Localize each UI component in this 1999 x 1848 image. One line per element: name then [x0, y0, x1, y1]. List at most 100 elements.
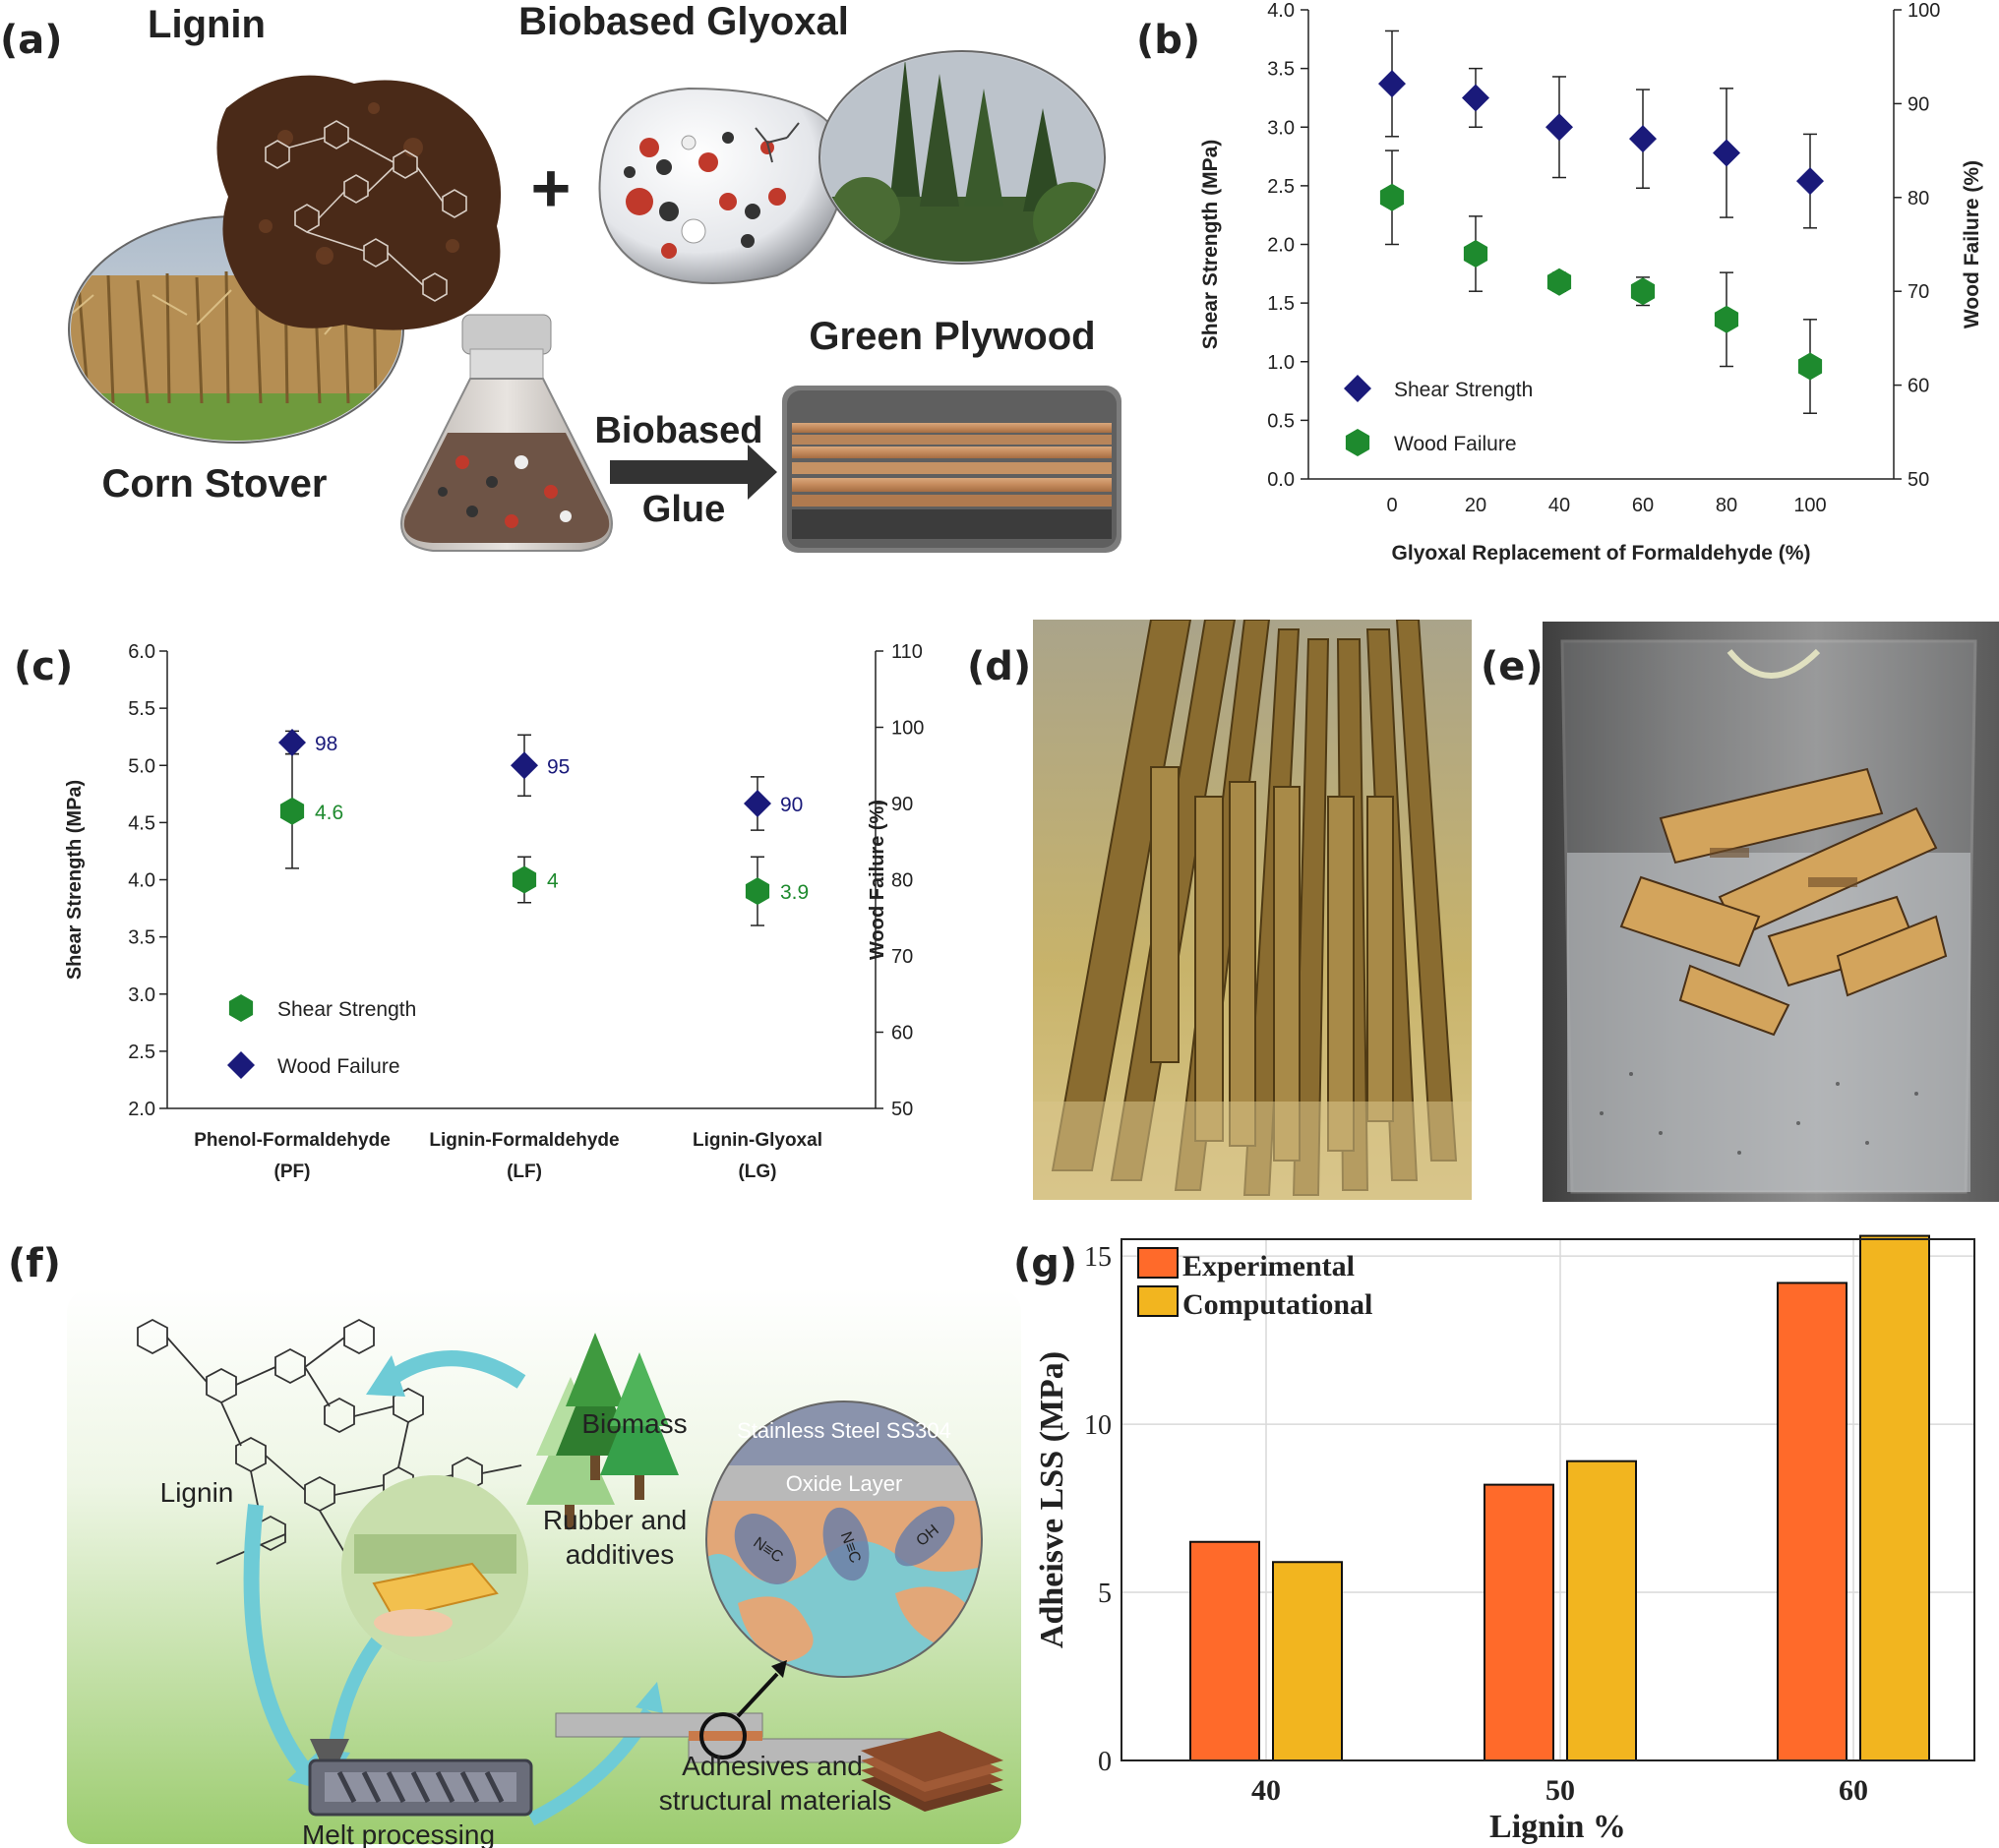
pine-tree-photo	[818, 50, 1106, 265]
x-tick-label: 60	[1632, 495, 1654, 516]
data-label: 4	[547, 870, 559, 893]
y2-tick-label: 90	[1908, 93, 1929, 115]
legend-label: Shear Strength	[1394, 379, 1533, 401]
y-tick-label: 3.5	[1267, 59, 1295, 81]
oxide-label: Oxide Layer	[786, 1471, 903, 1496]
rubber-label-line2: additives	[566, 1539, 675, 1570]
y-tick-label: 2.5	[128, 1042, 155, 1063]
y2-tick-label: 110	[891, 641, 923, 663]
biomass-label: Biomass	[581, 1408, 687, 1439]
steel-label: Stainless Steel SS304	[737, 1418, 951, 1443]
y-tick-label: 3.0	[128, 984, 155, 1006]
rubber-label-line1: Rubber and	[543, 1505, 687, 1535]
data-point	[1714, 305, 1739, 333]
y-tick-label: 2.0	[1267, 235, 1295, 257]
y-tick-label: 5	[1098, 1579, 1112, 1609]
melt-processing-label: Melt processing	[302, 1819, 495, 1848]
y-tick-label: 4.0	[1267, 0, 1295, 22]
y-tick-label: 2.5	[1267, 176, 1295, 198]
data-point	[1378, 70, 1406, 98]
legend-label: Experimental	[1182, 1250, 1355, 1282]
x-category-label: Phenol-Formaldehyde	[194, 1130, 391, 1151]
glyoxal-label: Biobased Glyoxal	[518, 0, 849, 43]
glue-label: Glue	[642, 489, 725, 530]
plywood-photo	[782, 386, 1121, 553]
y2-tick-label: 100	[891, 718, 924, 740]
y-axis-label: Adheisve LSS (MPa)	[1034, 1351, 1070, 1648]
data-point	[1797, 352, 1823, 381]
panel-letter-g: (g)	[1013, 1241, 1078, 1286]
legend-label: Computational	[1182, 1288, 1372, 1321]
rubber-photo	[341, 1475, 528, 1662]
x-tick-label: 60	[1839, 1774, 1868, 1807]
bar	[1189, 1540, 1260, 1762]
green-plywood-label: Green Plywood	[809, 315, 1095, 358]
arrow-biomass-to-lignin-icon	[389, 1350, 526, 1389]
y-tick-label: 0.5	[1267, 410, 1295, 432]
y-tick-label: 4.5	[128, 812, 155, 834]
legend-label: Shear Strength	[277, 998, 416, 1021]
legend-marker	[1345, 429, 1370, 456]
panel-letter-b: (b)	[1136, 18, 1201, 63]
bar	[1777, 1282, 1848, 1762]
y-tick-label: 1.5	[1267, 293, 1295, 315]
y-axis-label: Shear Strength (MPa)	[64, 780, 86, 980]
bar	[1484, 1483, 1554, 1761]
lignin-structure	[137, 1318, 522, 1591]
y2-tick-label: 90	[891, 794, 913, 815]
y-tick-label: 5.5	[128, 698, 155, 720]
y-tick-label: 6.0	[128, 641, 155, 663]
data-point	[1545, 113, 1573, 142]
y2-axis-label: Wood Failure (%)	[1961, 160, 1983, 328]
flask-image	[400, 314, 613, 552]
data-point	[1463, 240, 1488, 268]
data-label: 95	[547, 755, 570, 778]
legend-marker	[1344, 375, 1371, 402]
data-point	[278, 729, 306, 756]
data-point	[1379, 183, 1405, 211]
y2-tick-label: 100	[1908, 0, 1940, 22]
chart-g: 0 5 10 15 Experimental Computational 40 50 60 Lig…	[1034, 1234, 1975, 1845]
x-axis-label: Lignin %	[1489, 1809, 1626, 1845]
x-tick-label: 40	[1548, 495, 1570, 516]
bar	[1859, 1234, 1930, 1762]
x-tick-label: 40	[1251, 1774, 1281, 1807]
data-label: 98	[315, 733, 337, 755]
data-point	[279, 797, 305, 825]
data-point	[745, 877, 770, 906]
legend-swatch	[1137, 1247, 1179, 1279]
legend-marker	[227, 1051, 255, 1079]
y2-tick-label: 70	[1908, 281, 1929, 303]
data-label: 3.9	[780, 881, 809, 904]
x-category-sublabel: (LF)	[507, 1162, 542, 1182]
extruder-icon	[308, 1739, 533, 1817]
adhesives-label-line2: structural materials	[659, 1785, 892, 1816]
y-tick-label: 3.5	[128, 927, 155, 949]
y-tick-label: 2.0	[128, 1099, 155, 1120]
beaker-photo-e	[1543, 622, 1999, 1202]
y-tick-label: 1.0	[1267, 352, 1295, 374]
y-tick-label: 3.0	[1267, 117, 1295, 139]
arrow-rubber-to-melt-icon	[328, 1628, 390, 1752]
panel-letter-e: (e)	[1481, 644, 1544, 689]
data-point	[744, 790, 771, 817]
bar	[1272, 1561, 1343, 1761]
x-tick-label: 0	[1386, 495, 1397, 516]
y-tick-label: 15	[1084, 1242, 1112, 1273]
data-point	[512, 865, 537, 894]
x-tick-label: 50	[1545, 1774, 1575, 1807]
glyoxal-molecule-bubble	[598, 87, 843, 284]
x-tick-label: 100	[1793, 495, 1826, 516]
chart-c: 2.0 2.5 3.0 3.5 4.0 4.5 5.0 5.5 6.0 50 60 70 80 90 100…	[64, 641, 924, 1182]
biobased-label: Biobased	[594, 410, 762, 451]
y2-tick-label: 60	[1908, 376, 1929, 397]
panel-letter-a: (a)	[0, 18, 63, 63]
data-point	[1630, 277, 1656, 306]
data-label: 90	[780, 794, 803, 816]
legend-marker	[228, 994, 254, 1022]
panel-letter-d: (d)	[967, 644, 1032, 689]
legend-label: Wood Failure	[277, 1055, 400, 1078]
x-axis-label: Glyoxal Replacement of Formaldehyde (%)	[1392, 542, 1811, 565]
x-category-label: Lignin-Formaldehyde	[429, 1130, 619, 1151]
lignin-powder-image	[216, 75, 502, 330]
